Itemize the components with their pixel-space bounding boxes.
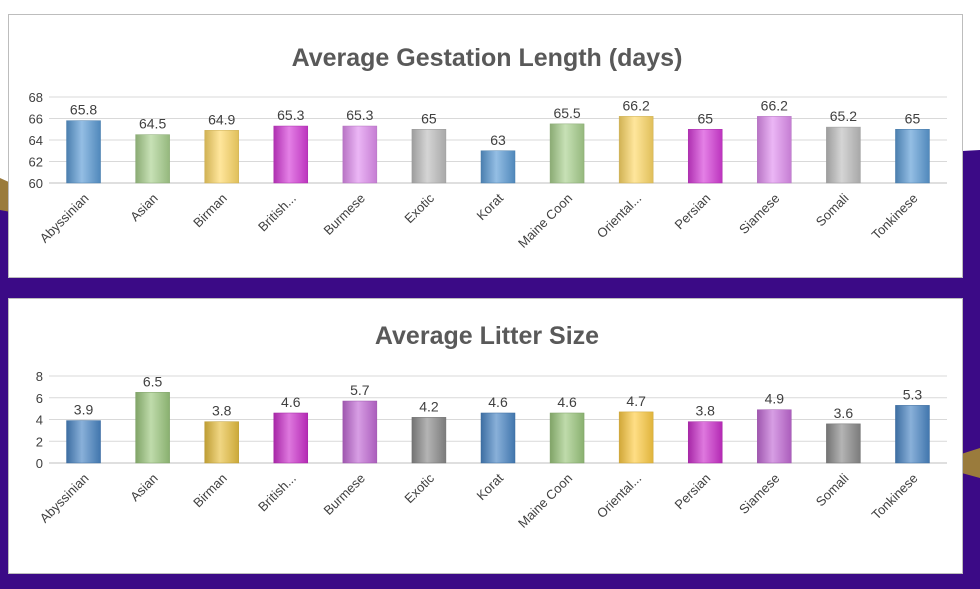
data-label: 4.6 xyxy=(488,394,508,410)
bar xyxy=(135,392,170,464)
bar xyxy=(66,420,101,464)
category-label: British... xyxy=(255,191,299,235)
y-tick-label: 64 xyxy=(29,133,43,148)
bar xyxy=(549,412,585,464)
bar xyxy=(757,409,792,464)
data-label: 65.5 xyxy=(553,105,580,121)
bar xyxy=(411,129,447,184)
gestation-chart-panel: Average Gestation Length (days) 60 62 64 66 6… xyxy=(8,14,963,278)
data-label: 65.3 xyxy=(277,107,304,123)
bar xyxy=(895,129,930,184)
bar xyxy=(342,400,378,464)
bar xyxy=(826,423,861,464)
category-label: Asian xyxy=(127,191,161,225)
y-tick-label: 4 xyxy=(36,413,43,428)
y-tick-label: 2 xyxy=(36,434,43,449)
litter-chart-panel: Average Litter Size 0 2 4 6 8 3.9 Abyssinian 6.5… xyxy=(8,298,963,574)
bar xyxy=(204,130,239,184)
bar xyxy=(480,150,516,184)
category-label: Oriental... xyxy=(594,471,644,521)
category-label: Oriental... xyxy=(594,191,644,241)
y-tick-label: 68 xyxy=(29,90,43,105)
bar xyxy=(618,116,654,184)
category-label: Exotic xyxy=(401,190,437,226)
bar xyxy=(549,123,585,184)
category-label: Siamese xyxy=(736,191,782,237)
bar xyxy=(618,411,654,464)
data-label: 5.3 xyxy=(903,386,923,402)
category-label: Persian xyxy=(672,471,714,513)
data-label: 63 xyxy=(490,132,506,148)
data-label: 65.2 xyxy=(830,108,857,124)
data-label: 4.7 xyxy=(626,393,646,409)
bar xyxy=(895,405,930,464)
bar xyxy=(273,412,309,464)
category-label: Somali xyxy=(813,190,852,229)
y-tick-label: 8 xyxy=(36,369,43,384)
category-label: British... xyxy=(255,471,299,515)
category-label: Abyssinian xyxy=(37,471,92,526)
bar xyxy=(204,421,239,464)
y-tick-label: 6 xyxy=(36,391,43,406)
data-label: 65 xyxy=(421,110,437,126)
data-label: 5.7 xyxy=(350,382,370,398)
bar xyxy=(687,129,723,184)
category-label: Korat xyxy=(474,470,507,503)
data-label: 3.6 xyxy=(834,405,854,421)
gestation-chart: Average Gestation Length (days) 60 62 64 66 6… xyxy=(29,44,947,251)
category-label: Somali xyxy=(813,470,852,509)
category-label: Tonkinese xyxy=(869,471,921,523)
bar xyxy=(826,126,861,184)
data-label: 6.5 xyxy=(143,373,163,389)
category-label: Asian xyxy=(127,471,161,505)
data-label: 4.9 xyxy=(765,391,785,407)
bar xyxy=(411,417,447,464)
litter-chart: Average Litter Size 0 2 4 6 8 3.9 Abyssinian 6.5… xyxy=(36,322,947,531)
category-label: Birman xyxy=(190,191,230,231)
y-tick-label: 62 xyxy=(29,155,43,170)
data-label: 65.3 xyxy=(346,107,373,123)
bar xyxy=(480,412,516,464)
data-label: 4.6 xyxy=(557,394,577,410)
category-label: Korat xyxy=(474,190,507,223)
chart-title: Average Litter Size xyxy=(375,322,599,350)
category-label: Burmese xyxy=(321,471,368,518)
category-label: Exotic xyxy=(401,470,437,506)
data-label: 66.2 xyxy=(623,97,650,113)
data-label: 65 xyxy=(905,110,921,126)
y-tick-label: 66 xyxy=(29,112,43,127)
category-label: Abyssinian xyxy=(37,191,92,246)
bar xyxy=(66,120,101,184)
y-tick-label: 60 xyxy=(29,176,43,191)
data-label: 65.8 xyxy=(70,102,97,118)
category-label: Persian xyxy=(672,191,714,233)
bar xyxy=(687,421,723,464)
chart-title: Average Gestation Length (days) xyxy=(292,44,683,72)
category-label: Siamese xyxy=(736,471,782,517)
category-label: Maine Coon xyxy=(515,471,575,531)
category-label: Maine Coon xyxy=(515,191,575,251)
data-label: 66.2 xyxy=(761,97,788,113)
y-tick-label: 0 xyxy=(36,456,43,471)
bar xyxy=(342,125,378,184)
data-label: 3.8 xyxy=(212,403,232,419)
category-label: Burmese xyxy=(321,191,368,238)
category-label: Birman xyxy=(190,471,230,511)
bar xyxy=(135,134,170,184)
bar xyxy=(273,125,309,184)
data-label: 4.6 xyxy=(281,394,301,410)
data-label: 65 xyxy=(697,110,713,126)
bar xyxy=(757,116,792,184)
background-gold-accent-right xyxy=(958,448,980,478)
data-label: 64.5 xyxy=(139,116,166,132)
data-label: 3.9 xyxy=(74,402,94,418)
data-label: 64.9 xyxy=(208,111,235,127)
category-label: Tonkinese xyxy=(869,191,921,243)
data-label: 3.8 xyxy=(695,403,715,419)
data-label: 4.2 xyxy=(419,398,439,414)
